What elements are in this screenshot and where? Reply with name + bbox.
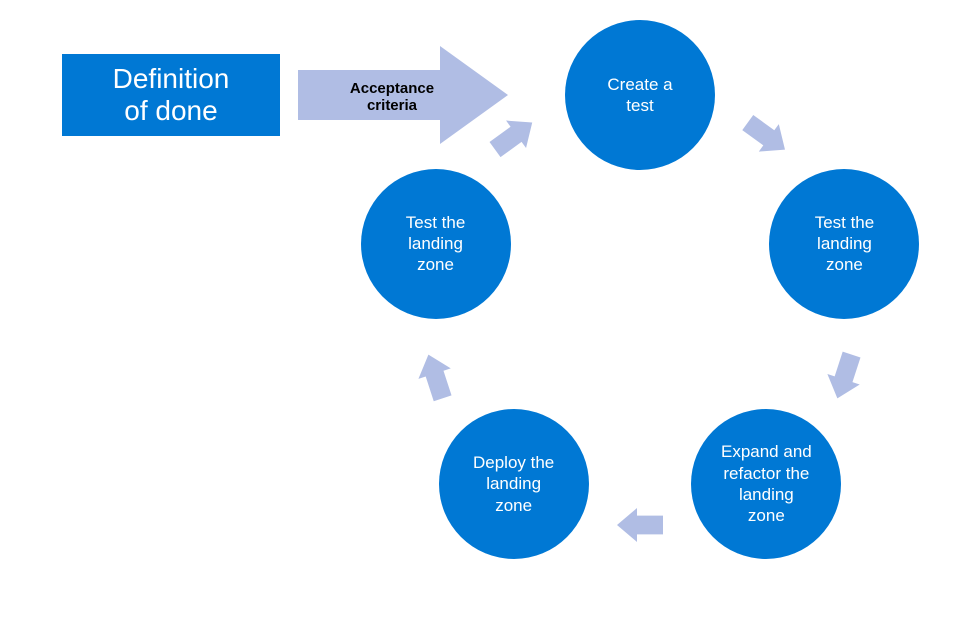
cycle-node-label: Test thelandingzone: [815, 212, 875, 276]
cycle-node-label: Test thelandingzone: [406, 212, 466, 276]
cycle-node-expand: Expand andrefactor thelandingzone: [691, 409, 841, 559]
cycle-arrow-icon: [738, 109, 795, 164]
cycle-node-label: Deploy thelandingzone: [473, 452, 554, 516]
cycle-arrow-icon: [617, 508, 663, 542]
cycle-arrow-icon: [821, 349, 868, 403]
cycle-node-deploy: Deploy thelandingzone: [439, 409, 589, 559]
cycle-arrow-icon: [485, 109, 542, 164]
cycle-node-label: Expand andrefactor thelandingzone: [721, 441, 812, 526]
cycle-node-test2: Test thelandingzone: [361, 169, 511, 319]
cycle-node-create: Create atest: [565, 20, 715, 170]
cycle-node-test1: Test thelandingzone: [769, 169, 919, 319]
cycle-node-label: Create atest: [607, 74, 672, 117]
cycle-arrow-icon: [412, 349, 459, 403]
